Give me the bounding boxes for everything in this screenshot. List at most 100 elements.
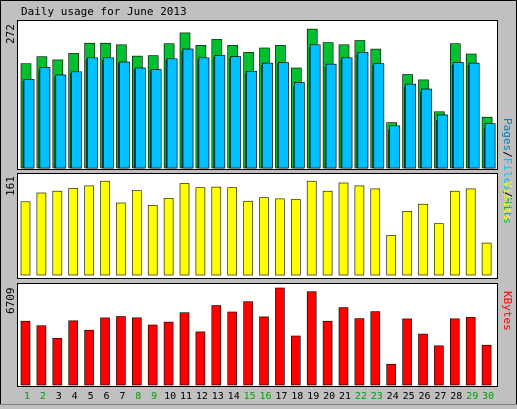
- visits-bar: [68, 188, 78, 276]
- legend-kbytes: KBytes: [501, 291, 514, 331]
- visits-panel: [17, 173, 498, 279]
- kbytes-bar: [163, 321, 174, 386]
- x-tick-label: 16: [259, 391, 271, 402]
- visits-bar: [84, 185, 94, 276]
- visits-bar: [116, 202, 126, 276]
- kbytes-bar: [68, 320, 78, 386]
- x-tick-label: 2: [40, 391, 46, 402]
- visits-bar: [290, 199, 301, 276]
- files-bar-front: [87, 57, 98, 169]
- kbytes-bar: [322, 320, 333, 386]
- visits-bar: [275, 198, 285, 276]
- files-bar-front: [484, 123, 496, 169]
- x-tick-label: 10: [164, 391, 176, 402]
- x-tick-label: 8: [135, 391, 141, 402]
- files-bar-front: [309, 44, 321, 169]
- visits-bar: [147, 205, 158, 276]
- x-tick-label: 4: [72, 391, 78, 402]
- x-tick-label: 13: [212, 391, 224, 402]
- files-bar-front: [214, 55, 226, 169]
- files-bar-front: [166, 58, 178, 169]
- files-bar-front: [230, 56, 241, 169]
- visits-bar: [449, 190, 460, 276]
- visits-ymax-label: 161: [4, 176, 17, 196]
- kbytes-bar: [116, 316, 126, 386]
- x-tick-label: 30: [482, 391, 494, 402]
- chart-title: Daily usage for June 2013: [21, 5, 187, 18]
- files-bar-front: [262, 62, 273, 169]
- x-tick-label: 17: [275, 391, 287, 402]
- files-bar-front: [23, 79, 35, 169]
- kbytes-bar: [306, 291, 317, 386]
- visits-bar: [434, 223, 444, 276]
- legend-pages: Pages: [501, 118, 514, 151]
- visits-bar: [322, 190, 333, 276]
- visits-bar: [259, 197, 269, 276]
- kbytes-bar: [147, 324, 158, 386]
- x-tick-label: 24: [387, 391, 399, 402]
- visits-bar: [36, 192, 47, 276]
- kbytes-bar: [36, 325, 47, 386]
- kbytes-bar: [354, 318, 365, 386]
- x-tick-label: 3: [56, 391, 62, 402]
- files-bar-front: [452, 62, 464, 169]
- files-bar-front: [39, 67, 51, 169]
- x-tick-label: 22: [355, 391, 367, 402]
- x-tick-label: 12: [196, 391, 208, 402]
- x-tick-label: 5: [88, 391, 94, 402]
- visits-bar: [402, 211, 412, 276]
- kbytes-bar: [402, 318, 412, 386]
- kbytes-bar: [243, 301, 253, 386]
- x-tick-label: 15: [244, 391, 256, 402]
- files-bar-front: [341, 57, 353, 169]
- kbytes-bar: [259, 316, 269, 386]
- kbytes-bar: [275, 287, 285, 386]
- kbytes-bar: [370, 311, 381, 386]
- kbytes-bar: [449, 318, 460, 386]
- x-tick-label: 6: [103, 391, 109, 402]
- files-bar-front: [373, 63, 385, 169]
- visits-bar: [354, 185, 365, 276]
- x-tick-label: 26: [418, 391, 430, 402]
- kbytes-bar: [52, 337, 63, 386]
- x-tick-label: 7: [119, 391, 125, 402]
- visits-bar: [227, 187, 237, 276]
- visits-bar: [481, 242, 492, 276]
- visits-bar: [370, 188, 381, 276]
- x-tick-label: 19: [307, 391, 319, 402]
- kbytes-bar: [100, 317, 110, 386]
- visits-bar: [100, 180, 110, 276]
- kbytes-bar: [211, 305, 222, 386]
- legend-files: Files: [501, 158, 514, 191]
- visits-bar: [386, 235, 397, 276]
- x-tick-label: 9: [151, 391, 157, 402]
- kbytes-bar: [227, 311, 237, 386]
- x-tick-label: 1: [24, 391, 30, 402]
- visits-bar: [132, 190, 142, 276]
- files-bar-front: [135, 67, 146, 169]
- legend-visits: Visits: [501, 181, 514, 221]
- kbytes-panel: [17, 283, 498, 387]
- hits-ymax-label: 272: [4, 24, 17, 44]
- x-tick-label: 11: [180, 391, 192, 402]
- kbytes-bar: [84, 329, 94, 386]
- kbytes-bar: [338, 307, 349, 386]
- kbytes-bar: [195, 331, 206, 386]
- kbytes-bar: [290, 335, 301, 386]
- files-bar-front: [71, 71, 82, 169]
- x-axis-labels: 1 2 3 4 5 6 7 8 9 10 11 12 13 14 15 16 17 18 19 20 21 22 23 24 2…: [24, 391, 494, 402]
- files-bar-front: [421, 88, 432, 169]
- visits-bar: [163, 198, 174, 276]
- kbytes-bar: [20, 320, 31, 386]
- x-tick-label: 18: [291, 391, 303, 402]
- visits-bar: [418, 203, 428, 276]
- files-bar-front: [357, 51, 369, 169]
- files-bar-front: [182, 48, 194, 169]
- visits-bar: [20, 201, 31, 276]
- visits-bar: [211, 186, 222, 276]
- kbytes-bar: [481, 344, 492, 386]
- visits-bar: [195, 187, 206, 276]
- files-bar-front: [278, 62, 289, 169]
- x-tick-label: 23: [371, 391, 383, 402]
